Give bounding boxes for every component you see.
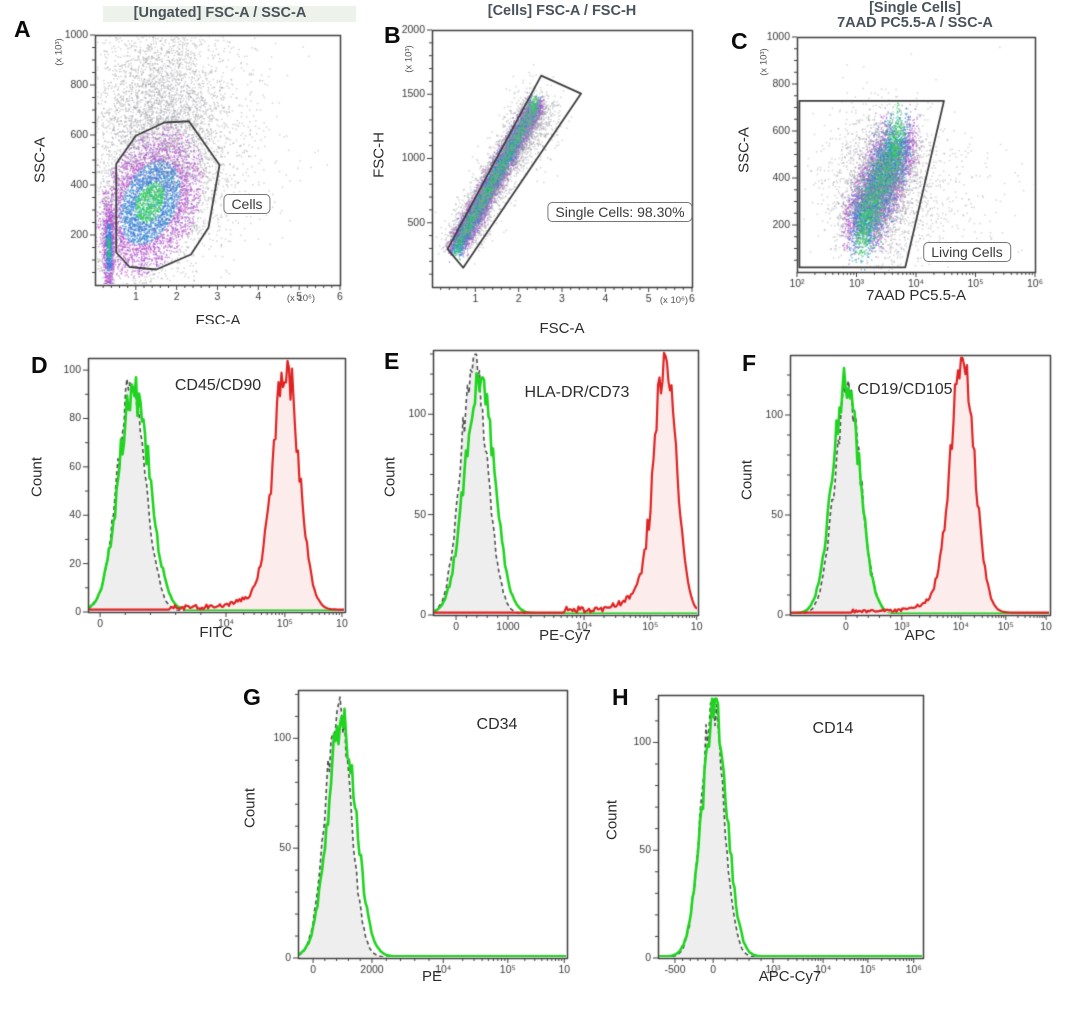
y-axis-label: Count (381, 456, 399, 498)
marker-label: CD14 (812, 720, 854, 737)
marker-label: CD19/CD105 (857, 381, 953, 398)
x-axis-label: PE-Cy7 (539, 627, 591, 644)
panel-letter: F (742, 350, 757, 376)
gate-label: Living Cells (923, 242, 1011, 262)
panel-letter: A (14, 16, 31, 42)
x-axis-label: FSC-A (539, 320, 585, 337)
panel-title: [Cells] FSC-A / FSC-H (487, 3, 637, 19)
marker-label: CD45/CD90 (174, 377, 262, 394)
y-axis-label: SSC-A (735, 127, 753, 173)
title-highlight-band (103, 6, 356, 22)
x-axis-multiplier: (x 10⁶) (659, 295, 689, 306)
panel-letter: C (731, 28, 748, 54)
x-axis-label: PE (421, 968, 443, 985)
gate-label: Cells (223, 194, 271, 214)
y-axis-label: Count (28, 456, 46, 498)
y-axis-multiplier: (x 10³) (403, 45, 415, 73)
y-axis-multiplier: (x 10³) (758, 48, 770, 76)
y-axis-label: Count (603, 799, 621, 841)
x-axis-label: 7AAD PC5.5-A (865, 287, 967, 304)
panel-letter: E (384, 348, 400, 374)
marker-label: HLA-DR/CD73 (524, 384, 630, 401)
panel-letter: B (384, 22, 401, 48)
panel-letter: H (612, 684, 629, 710)
y-axis-multiplier: (x 10³) (53, 38, 65, 66)
marker-label: CD34 (476, 716, 518, 733)
panel-letter: G (243, 684, 261, 710)
panel-letter: D (31, 352, 48, 378)
y-axis-label: SSC-A (31, 137, 49, 183)
x-axis-label: APC (904, 627, 936, 644)
x-axis-label: FITC (199, 624, 233, 641)
y-axis-label: Count (738, 459, 756, 501)
gate-label: Single Cells: 98.30% (547, 202, 693, 222)
x-axis-multiplier: (x 10⁶) (286, 293, 316, 304)
panel-title: [Ungated] FSC-A / SSC-A (133, 5, 307, 21)
x-axis-label: APC-Cy7 (758, 968, 822, 985)
panel-title: [Single Cells] 7AAD PC5.5-A / SSC-A (837, 0, 993, 31)
y-axis-label: Count (241, 787, 259, 829)
x-axis-label: FSC-A (195, 313, 241, 324)
y-axis-label: FSC-H (370, 132, 388, 178)
